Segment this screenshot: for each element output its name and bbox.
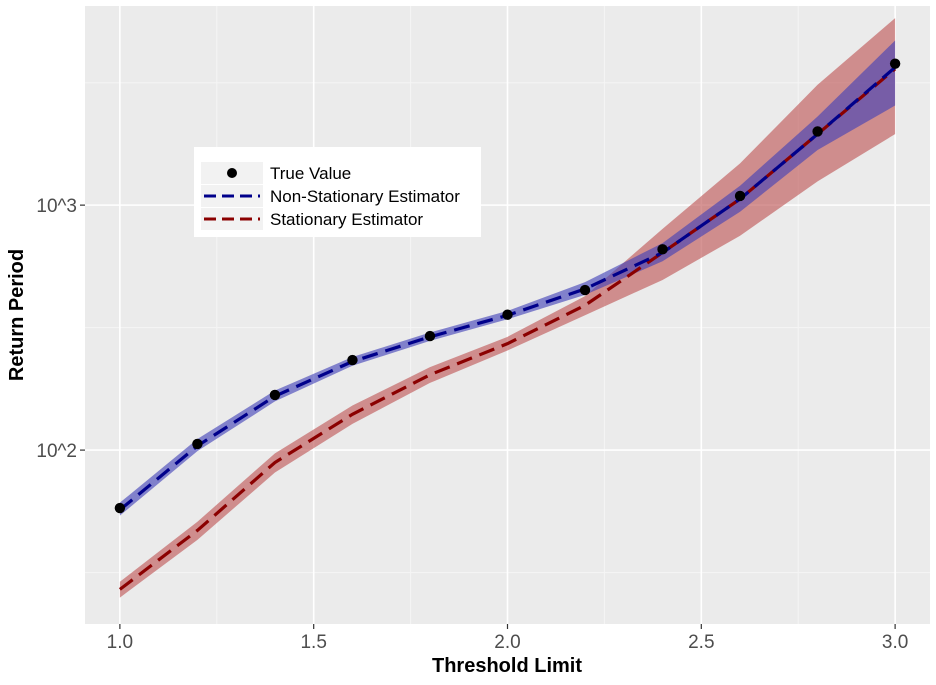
x-tick-label: 2.0 <box>494 632 520 653</box>
legend-label-true-value: True Value <box>270 164 351 183</box>
x-tick-label: 3.0 <box>882 632 908 653</box>
legend-label-stationary: Stationary Estimator <box>270 210 423 229</box>
true-value-point <box>424 330 436 342</box>
true-value-point <box>579 284 591 296</box>
x-tick-label: 2.5 <box>688 632 714 653</box>
true-value-point <box>812 126 823 137</box>
x-axis-title: Threshold Limit <box>432 655 582 677</box>
true-value-point <box>114 502 126 514</box>
true-value-points <box>114 58 901 514</box>
true-value-point <box>269 389 281 401</box>
legend-label-non-stationary: Non-Stationary Estimator <box>270 187 460 206</box>
true-value-point <box>889 58 901 69</box>
true-value-point <box>657 244 668 255</box>
true-value-point <box>347 354 358 366</box>
legend-true-value-marker <box>227 168 237 178</box>
x-axis-ticks: 1.0 1.5 2.0 2.5 3.0 <box>107 624 908 653</box>
true-value-point <box>734 190 746 202</box>
stationary-confidence-band <box>119 18 896 598</box>
y-axis-ticks: 10^2 10^3 <box>36 196 85 462</box>
x-tick-label: 1.0 <box>107 632 133 653</box>
y-axis-title: Return Period <box>6 249 28 381</box>
true-value-point <box>502 309 513 320</box>
legend: True Value Non-Stationary Estimator Stat… <box>194 147 481 237</box>
y-tick-label: 10^3 <box>36 196 77 217</box>
x-tick-label: 1.5 <box>300 632 326 653</box>
y-tick-label: 10^2 <box>36 441 77 462</box>
true-value-point <box>192 438 203 450</box>
confidence-bands <box>119 18 896 598</box>
